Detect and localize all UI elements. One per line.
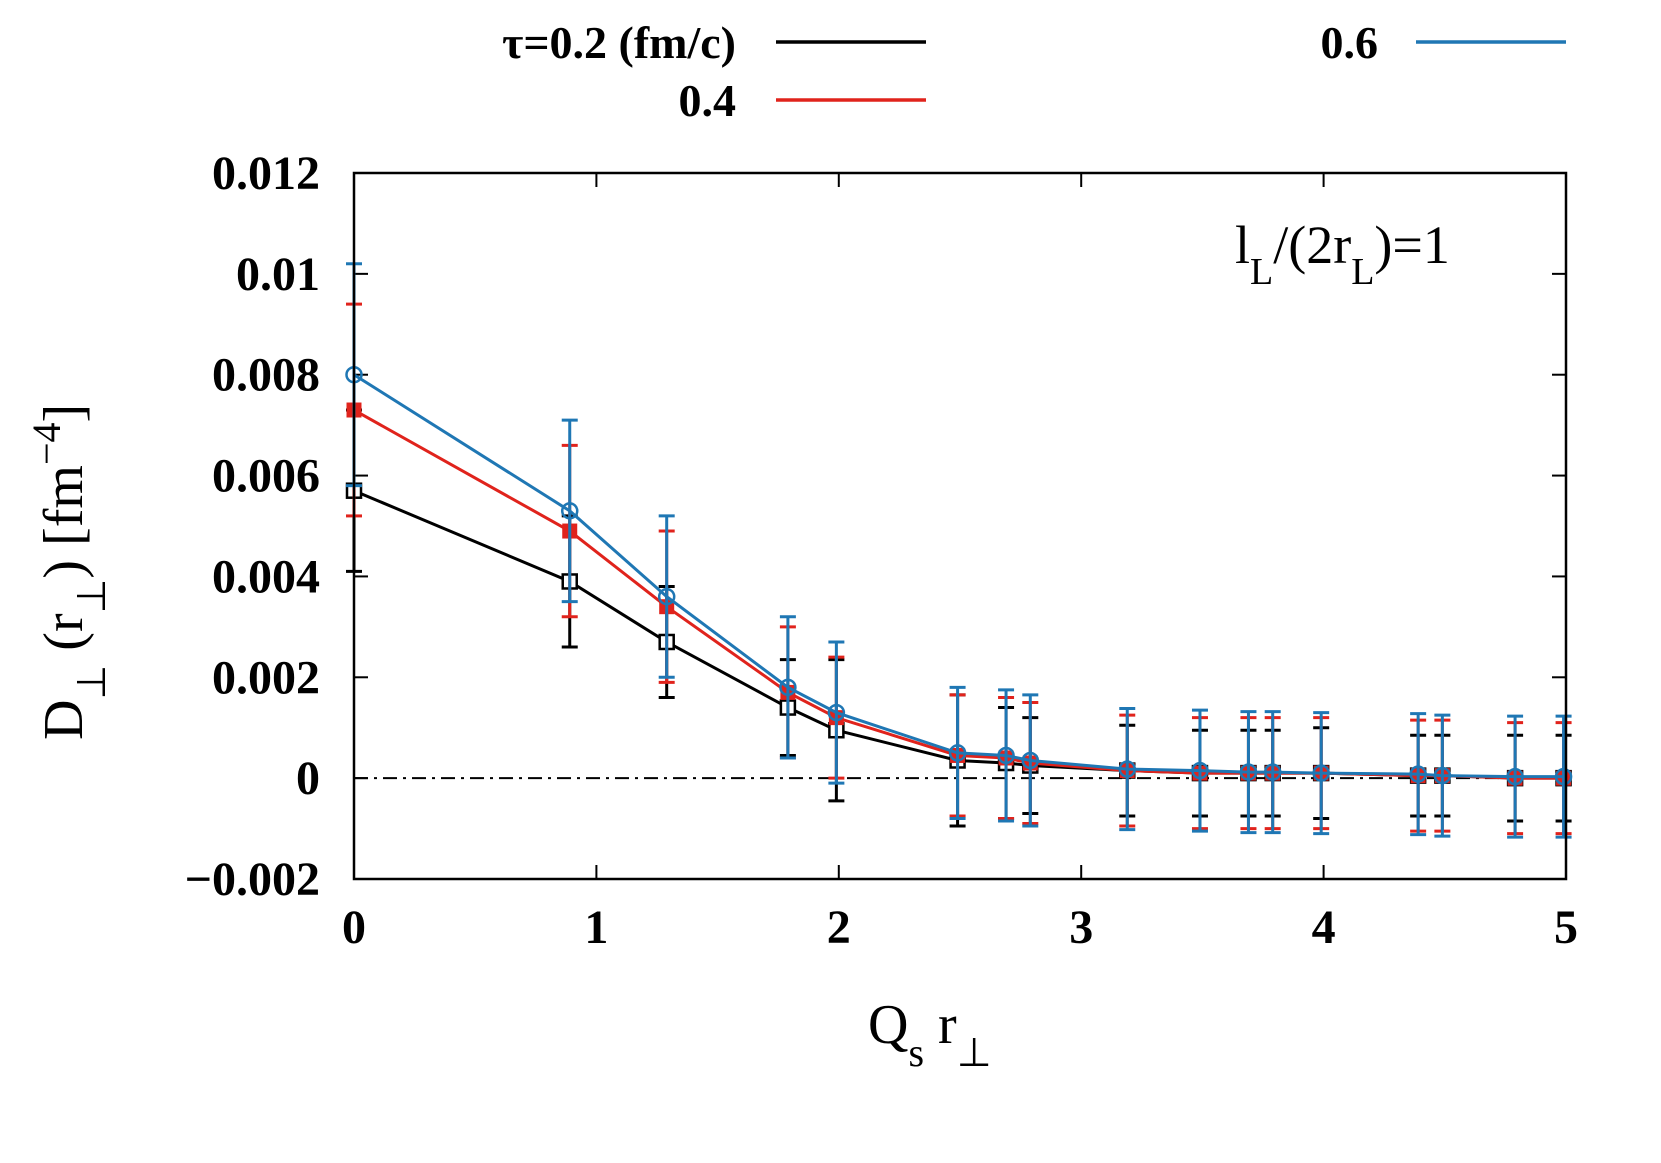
- y-tick-label: 0.012: [212, 147, 320, 200]
- annotation: lL/(2rL)=1: [1235, 215, 1450, 293]
- legend-item-2: 0.6: [1321, 17, 1566, 68]
- legend: τ=0.2 (fm/c) 0.4 0.6: [502, 17, 1566, 126]
- y-tick-label: 0: [296, 752, 320, 805]
- legend-item-0: τ=0.2 (fm/c): [502, 17, 926, 68]
- data-point: [1263, 763, 1282, 781]
- series-layer: [345, 262, 1573, 839]
- data-point: [1409, 765, 1427, 783]
- ticks: 0 1 2 3 4 5 −0.002 0 0.002 0.004 0.006 0.008 0.01 0.0…: [185, 147, 1578, 954]
- x-tick-label: 0: [342, 901, 366, 954]
- data-point: [1191, 761, 1209, 780]
- data-point: [1554, 767, 1573, 786]
- data-point: [1118, 760, 1137, 778]
- legend-item-1: 0.4: [679, 75, 926, 126]
- legend-label: τ=0.2 (fm/c): [502, 17, 736, 68]
- x-tick-label: 4: [1312, 901, 1336, 954]
- plot-frame: [352, 171, 1568, 881]
- data-point: [779, 678, 797, 697]
- data-point: [1506, 767, 1524, 786]
- y-tick-label: 0.002: [212, 651, 320, 704]
- data-point: [948, 744, 967, 762]
- series-2: [345, 262, 1573, 839]
- y-tick-label: 0.004: [212, 550, 320, 603]
- data-point: [560, 502, 579, 520]
- x-tick-label: 2: [827, 901, 851, 954]
- y-tick-label: −0.002: [185, 853, 320, 906]
- legend-label: 0.6: [1321, 17, 1379, 68]
- y-tick-label: 0.006: [212, 450, 320, 503]
- legend-label: 0.4: [679, 75, 737, 126]
- data-point: [997, 746, 1015, 765]
- data-point: [1312, 764, 1330, 782]
- data-point: [1021, 751, 1040, 770]
- data-point: [1239, 763, 1258, 781]
- y-tick-label: 0.01: [236, 248, 320, 301]
- data-point: [657, 587, 676, 606]
- x-tick-label: 1: [584, 901, 608, 954]
- y-axis-label: D⊥ (r⊥) [fm−4]: [24, 404, 114, 740]
- data-point: [1433, 766, 1452, 785]
- x-tick-label: 5: [1554, 901, 1578, 954]
- x-axis-label: Qs r⊥: [868, 994, 992, 1075]
- y-tick-label: 0.008: [212, 349, 320, 402]
- x-tick-label: 3: [1069, 901, 1093, 954]
- data-point: [827, 703, 846, 722]
